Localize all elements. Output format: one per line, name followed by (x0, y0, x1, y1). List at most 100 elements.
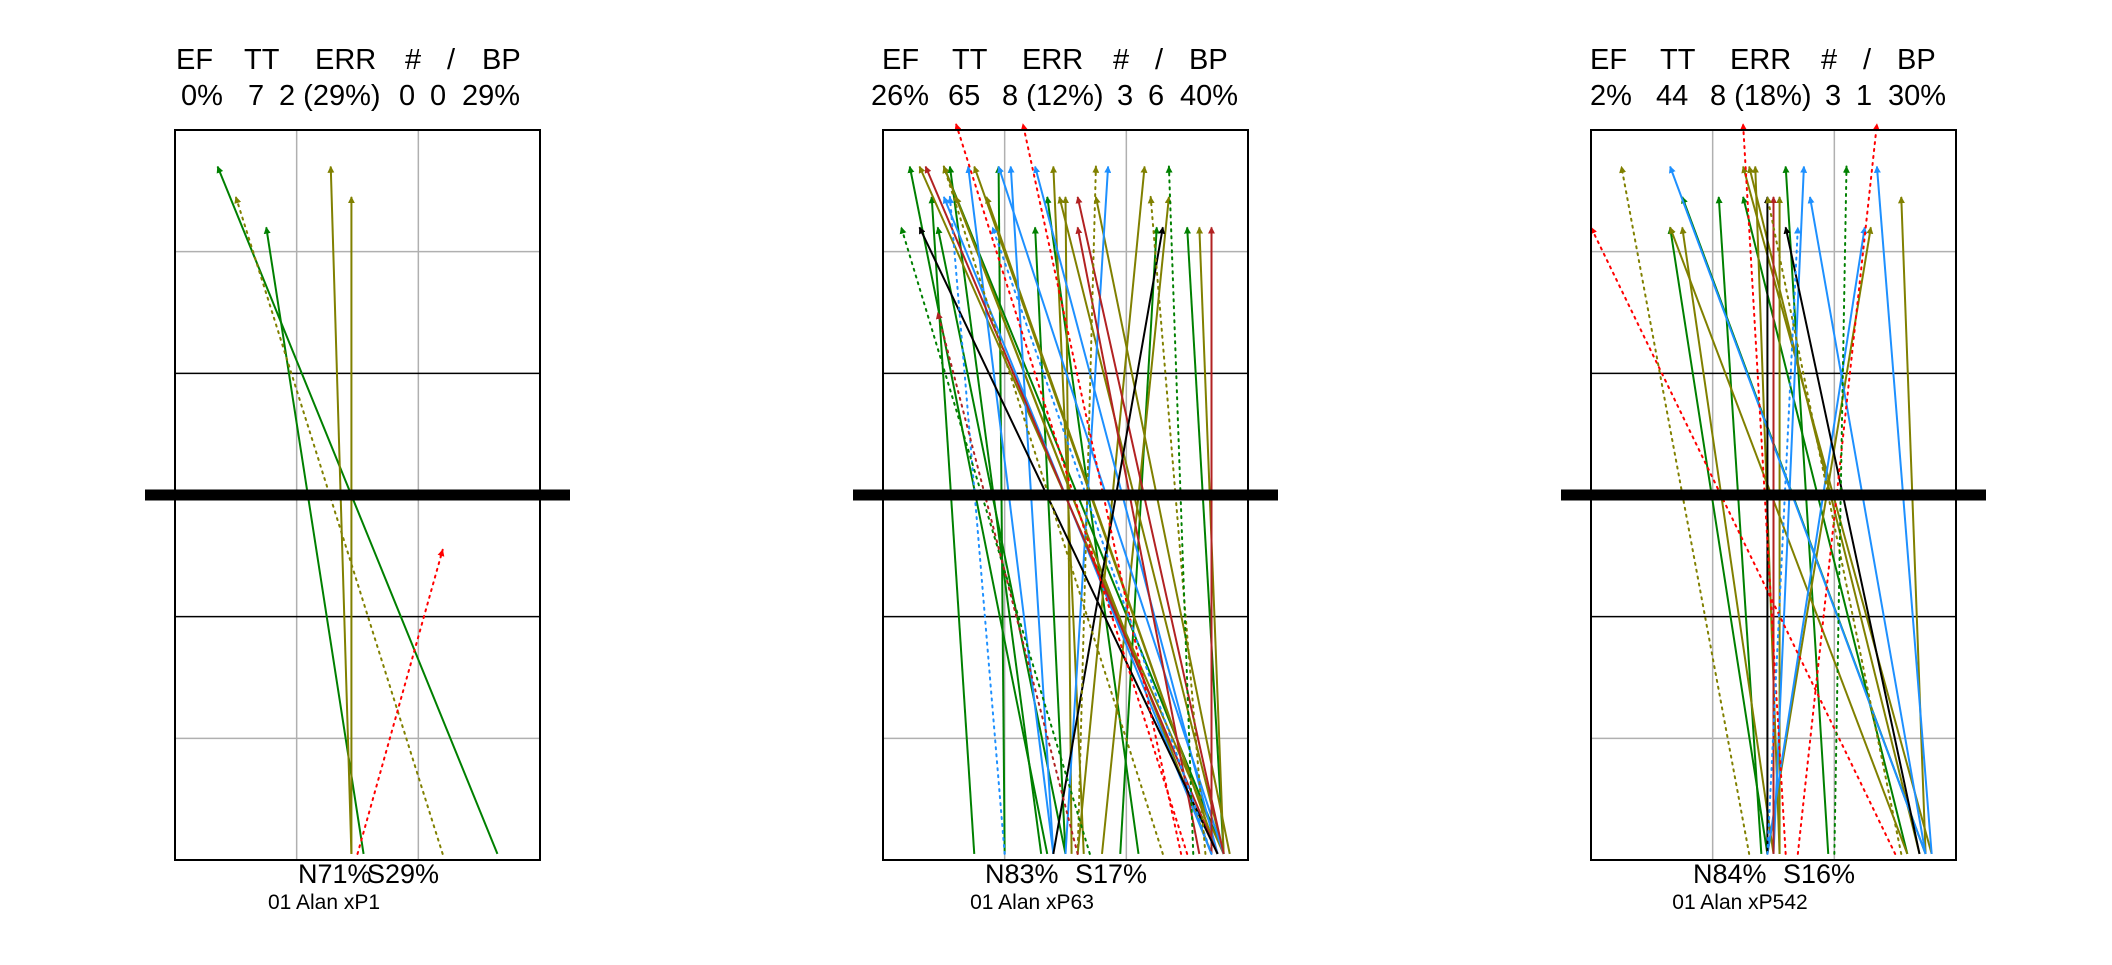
header-value-hash: 3 (1117, 80, 1133, 112)
header-label-ef: EF (882, 44, 919, 76)
trajectory-line (965, 165, 1055, 855)
court-frame (1561, 129, 1986, 861)
trajectory-line (1619, 165, 1751, 855)
header-label-err: ERR (315, 44, 376, 76)
header-label-bp: BP (482, 44, 521, 76)
header-value-bp: 29% (462, 80, 520, 112)
trajectory-line (234, 195, 444, 855)
header-value-hash: 3 (1825, 80, 1841, 112)
court-frame (145, 129, 570, 861)
header-values: 2% 44 8 (18%) 3 1 30% (1590, 80, 1946, 112)
trajectory-line (1667, 226, 1769, 855)
trajectory-line (1796, 122, 1880, 855)
trajectory-line (1741, 165, 1933, 855)
footer-s-pct: S29% (367, 859, 439, 889)
serve-trajectories (216, 165, 499, 855)
trajectory-line (1873, 165, 1933, 854)
trajectory-line (1739, 122, 1787, 855)
trajectory-line (1833, 165, 1850, 855)
trajectory-line (1590, 226, 1897, 855)
footer-s-pct: S17% (1075, 859, 1147, 889)
header-value-tt: 7 (248, 80, 264, 112)
trajectory-line (997, 165, 1225, 855)
header-value-slash: 1 (1856, 80, 1872, 112)
header-values: 26% 65 8 (12%) 3 6 40% (871, 80, 1238, 112)
trajectory-line (1020, 122, 1183, 855)
trajectory-line (1766, 226, 1802, 855)
footer: N84% S16% 01 Alan xP542 (1672, 859, 1855, 914)
header-value-err: 2 (29%) (279, 80, 381, 112)
footer: N83% S17% 01 Alan xP63 (970, 859, 1147, 914)
footer-player: 01 Alan xP63 (970, 891, 1094, 914)
trajectory-line (947, 165, 1043, 855)
footer-n-pct: N83% (985, 859, 1059, 889)
header-label-slash: / (447, 44, 456, 76)
header-label-bp: BP (1189, 44, 1228, 76)
trajectory-line (216, 165, 499, 855)
trajectory-line (1050, 165, 1085, 854)
header-value-tt: 44 (1656, 80, 1688, 112)
trajectory-line (1184, 226, 1225, 854)
header-label-err: ERR (1730, 44, 1791, 76)
header-labels: EF TT ERR # / BP (176, 44, 521, 76)
trajectory-line (985, 196, 1219, 855)
header-label-slash: / (1155, 44, 1164, 76)
header-value-bp: 30% (1888, 80, 1946, 112)
serve-trajectories (899, 122, 1231, 855)
header-label-ef: EF (176, 44, 213, 76)
header-value-ef: 2% (1590, 80, 1632, 112)
header-values: 0% 7 2 (29%) 0 0 29% (181, 80, 520, 112)
header-label-hash: # (1821, 44, 1837, 76)
chart-panel-3: EF TT ERR # / BP 2% 44 8 (18%) 3 1 30% N… (1561, 44, 1986, 914)
footer-n-pct: N84% (1693, 859, 1767, 889)
header-value-err: 8 (18%) (1710, 80, 1812, 112)
serve-trajectories (1590, 122, 1933, 855)
header-value-ef: 0% (181, 80, 223, 112)
trajectory-line (1741, 196, 1909, 855)
trajectory-line (1147, 195, 1207, 855)
trajectory-line (1807, 196, 1927, 855)
trajectory-line (928, 196, 976, 854)
trajectory-line (907, 165, 1049, 855)
chart-panel-2: EF TT ERR # / BP 26% 65 8 (12%) 3 6 40% … (853, 44, 1278, 914)
trajectory-line (1076, 165, 1100, 855)
trajectory-line (946, 195, 1006, 855)
footer-s-pct: S16% (1783, 859, 1855, 889)
footer-player: 01 Alan xP1 (268, 891, 380, 914)
trajectory-line (1075, 226, 1201, 855)
footer-player: 01 Alan xP542 (1672, 891, 1807, 914)
header-label-ef: EF (1590, 44, 1627, 76)
header-labels: EF TT ERR # / BP (1590, 44, 1936, 76)
trajectory-line (1765, 195, 1903, 855)
trajectory-line (991, 226, 1213, 855)
header-value-ef: 26% (871, 80, 929, 112)
header-value-slash: 6 (1148, 80, 1164, 112)
header-labels: EF TT ERR # / BP (882, 44, 1228, 76)
header-label-bp: BP (1897, 44, 1936, 76)
trajectory-line (1783, 226, 1921, 855)
trajectory-line (899, 226, 1091, 855)
header-value-bp: 40% (1180, 80, 1238, 112)
trajectory-line (1897, 196, 1927, 854)
trajectory-line (327, 165, 353, 854)
footer: N71% S29% 01 Alan xP1 (268, 859, 439, 914)
header-label-tt: TT (952, 44, 988, 76)
trajectory-line (942, 165, 1164, 855)
header-label-hash: # (1113, 44, 1129, 76)
trajectory-line (1715, 196, 1763, 854)
trajectory-line (1669, 226, 1909, 855)
trajectory-line (1165, 165, 1195, 855)
chart-panel-1: EF TT ERR # / BP 0% 7 2 (29%) 0 0 29% N7… (145, 44, 570, 914)
trajectory-line (1766, 226, 1868, 855)
trajectory-line (924, 165, 1219, 855)
header-value-hash: 0 (399, 80, 415, 112)
trajectory-line (1093, 196, 1231, 855)
trajectory-line (1052, 226, 1166, 855)
trajectory-line (918, 226, 1219, 855)
trajectory-line (1679, 226, 1775, 855)
footer-n-pct: N71% (298, 859, 372, 889)
header-value-err: 8 (12%) (1002, 80, 1104, 112)
trajectory-line (1782, 165, 1830, 854)
header-value-slash: 0 (430, 80, 446, 112)
